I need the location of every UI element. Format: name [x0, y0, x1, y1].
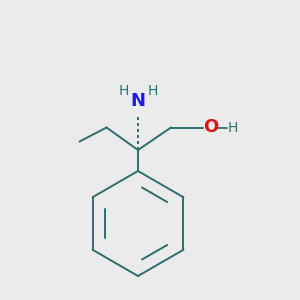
Text: N: N [130, 92, 146, 110]
Text: H: H [147, 84, 158, 98]
Text: H: H [227, 121, 238, 134]
Text: O: O [203, 118, 218, 136]
Text: H: H [118, 84, 129, 98]
